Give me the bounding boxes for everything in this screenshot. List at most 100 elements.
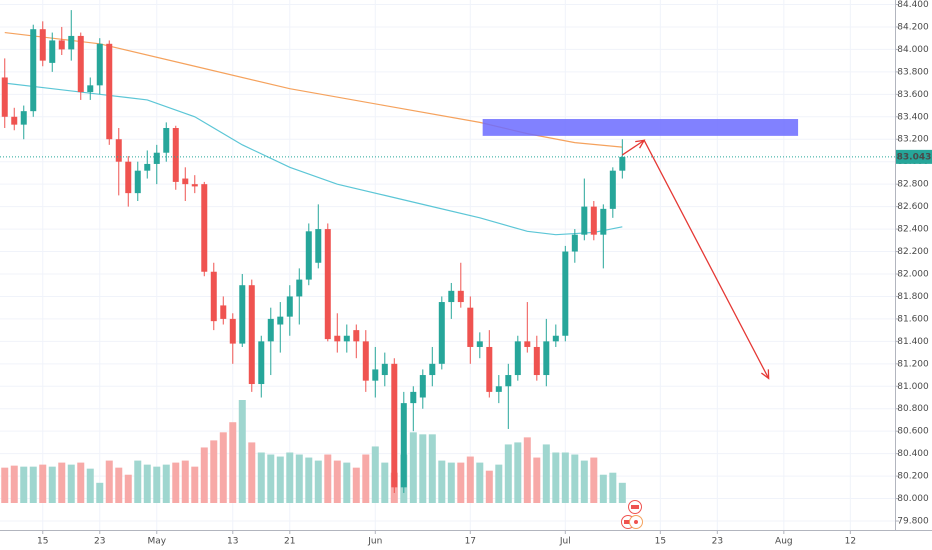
y-tick-label: 79.800	[897, 517, 929, 527]
volume-bar	[295, 454, 303, 503]
candle-body	[590, 206, 597, 235]
candle-body	[267, 318, 274, 342]
candle-body	[144, 163, 151, 171]
candle-body	[77, 35, 84, 93]
flag	[624, 520, 632, 524]
candle-body	[457, 290, 464, 303]
candle-body	[68, 35, 75, 50]
x-tick-label: May	[147, 537, 166, 547]
candles	[1, 10, 626, 493]
volume-bar	[533, 457, 541, 503]
candle-body	[343, 335, 350, 342]
volume-bar	[58, 462, 66, 503]
volume-bar	[485, 470, 493, 503]
volume-bar	[466, 456, 474, 503]
x-tick-label: 12	[845, 537, 856, 547]
candle-body	[39, 29, 46, 61]
volume-bar	[438, 460, 446, 503]
candle-body	[163, 128, 170, 153]
candle-body	[543, 341, 550, 376]
volume-bar	[181, 460, 189, 503]
y-tick-label: 82.400	[897, 225, 929, 235]
annotations	[0, 119, 895, 380]
event-icons[interactable]	[621, 500, 643, 529]
candle-body	[495, 386, 502, 392]
volume-bar	[333, 460, 341, 503]
y-tick-label: 81.800	[897, 292, 929, 302]
candle-body	[429, 363, 436, 376]
candle-body	[324, 229, 331, 340]
arrow-head	[635, 139, 646, 149]
volume-bar	[276, 456, 284, 503]
volume-bar	[447, 462, 455, 503]
candle-body	[391, 363, 398, 488]
candle-body	[286, 296, 293, 317]
candle-body	[486, 346, 493, 392]
volume-bar	[48, 466, 56, 503]
candle-body	[476, 341, 483, 347]
y-tick-label: 81.400	[897, 337, 929, 347]
volume-bar	[343, 462, 351, 503]
candle-body	[514, 341, 521, 376]
candle-body	[467, 307, 474, 347]
volume-bar	[1, 467, 9, 503]
candle-body	[315, 229, 322, 263]
candle-body	[30, 29, 37, 112]
volume-bar	[124, 474, 132, 503]
candle-body	[1, 77, 8, 117]
volume-bar	[219, 432, 227, 503]
y-tick-label: 80.400	[897, 449, 929, 459]
candle-body	[96, 43, 103, 86]
volume-bar	[419, 434, 427, 503]
y-tick-label: 83.600	[897, 90, 929, 100]
volume-bar	[590, 457, 598, 503]
candle-body	[562, 251, 569, 336]
candle-body	[210, 271, 217, 322]
candle-body	[362, 341, 369, 381]
volume-bar	[305, 457, 313, 503]
volume-bar	[286, 452, 294, 503]
y-tick-label: 82.800	[897, 180, 929, 190]
candle-body	[201, 184, 208, 272]
y-tick-label: 83.200	[897, 135, 929, 145]
volume-bar	[457, 462, 465, 503]
flag	[634, 520, 638, 524]
candle-body	[552, 335, 559, 342]
volume-bar	[476, 462, 484, 503]
volume-bar	[409, 432, 417, 503]
volume	[1, 400, 626, 503]
candle-body	[115, 139, 122, 162]
volume-bar	[324, 454, 332, 503]
candle-body	[619, 156, 626, 171]
volume-bar	[210, 440, 218, 503]
candle-body	[239, 285, 246, 344]
y-tick-label: 84.400	[897, 0, 929, 10]
candle-body	[400, 403, 407, 488]
arrow-head	[761, 369, 770, 380]
volume-bar	[29, 466, 37, 503]
x-tick-label: Aug	[775, 537, 793, 547]
candle-body	[87, 85, 94, 93]
candle-body	[20, 111, 27, 125]
candle-body	[172, 128, 179, 182]
y-tick-label: 80.000	[897, 494, 929, 504]
candle-body	[571, 234, 578, 252]
candle-body	[381, 363, 388, 376]
volume-bar	[105, 460, 113, 503]
candle-body	[448, 290, 455, 303]
x-tick-label: Jun	[367, 537, 382, 547]
volume-bar	[153, 466, 161, 503]
candle-body	[11, 116, 18, 125]
x-tick-label: 17	[465, 537, 476, 547]
candle-body	[609, 170, 616, 209]
y-tick-label: 82.600	[897, 202, 929, 212]
y-tick-label: 82.200	[897, 247, 929, 257]
candle-body	[106, 43, 113, 140]
candle-body	[49, 40, 56, 63]
volume-bar	[428, 434, 436, 503]
volume-bar	[504, 444, 512, 503]
candle-body	[581, 206, 588, 235]
volume-bar	[200, 447, 208, 503]
candle-body	[410, 391, 417, 404]
